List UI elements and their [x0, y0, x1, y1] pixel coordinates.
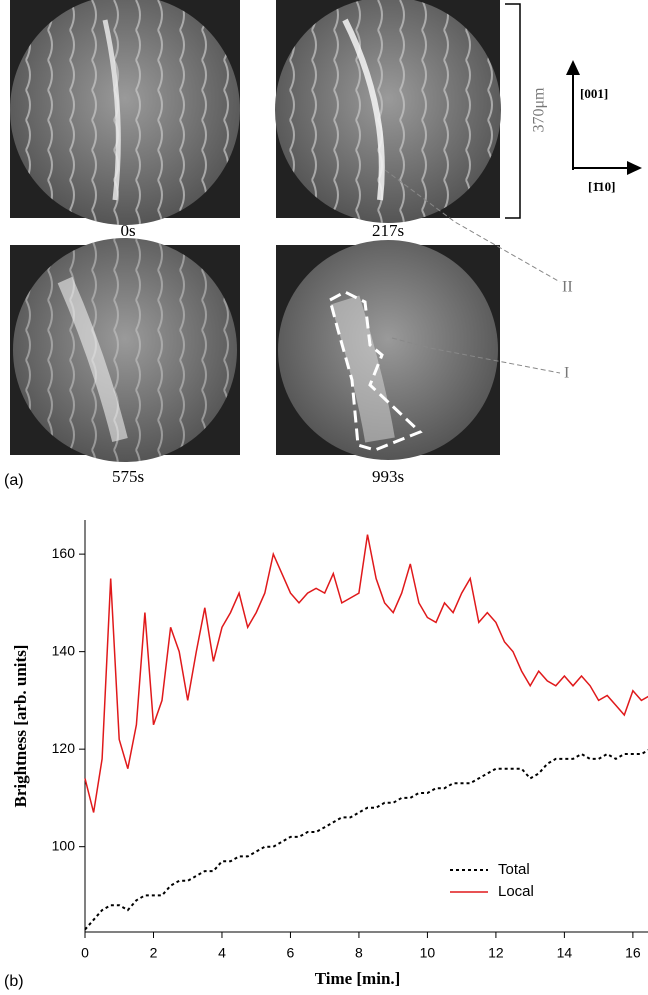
- annotations: [384, 3, 642, 374]
- image-217s: [275, 0, 501, 223]
- panel-label: (b): [4, 973, 24, 990]
- x-tick-label: 14: [557, 945, 573, 961]
- x-tick-label: 2: [150, 945, 158, 961]
- x-tick-label: 6: [287, 945, 295, 961]
- panel-label: (a): [4, 472, 24, 489]
- x-tick-label: 0: [81, 945, 89, 961]
- scale-label: 370μm: [531, 87, 548, 133]
- series-line: [84, 534, 648, 813]
- image-0s: [10, 0, 240, 225]
- legend-label: Local: [498, 883, 534, 900]
- image-993s: [276, 240, 500, 460]
- y-tick-label: 100: [52, 837, 76, 853]
- x-tick-label: 8: [355, 945, 363, 961]
- x-axis-label: Time [min.]: [315, 969, 401, 988]
- y-tick-label: 160: [52, 545, 76, 561]
- region-label: II: [562, 279, 573, 296]
- time-label: 217s: [372, 221, 404, 240]
- time-label: 993s: [372, 467, 404, 486]
- x-tick-label: 10: [420, 945, 436, 961]
- series-line: [84, 749, 648, 931]
- x-tick-label: 4: [218, 945, 226, 961]
- time-label: 0s: [120, 221, 135, 240]
- time-label: 575s: [112, 467, 144, 486]
- micrographs: [10, 0, 501, 462]
- y-tick-label: 140: [52, 642, 76, 658]
- direction-label: [1̄10]: [588, 179, 615, 194]
- axes: [84, 520, 648, 933]
- image-575s: [10, 238, 240, 462]
- x-tick-label: 16: [625, 945, 641, 961]
- chart: 0 2 4 6 8 10 12 14 16 100 120 140 160 Time [min.] Brig…: [11, 520, 648, 988]
- legend-label: Total: [498, 861, 530, 878]
- direction-label: [001]: [580, 86, 608, 101]
- y-axis-label: Brightness [arb. units]: [11, 645, 30, 808]
- x-tick-label: 12: [488, 945, 504, 961]
- y-tick-label: 120: [52, 740, 76, 756]
- region-label: I: [564, 365, 569, 382]
